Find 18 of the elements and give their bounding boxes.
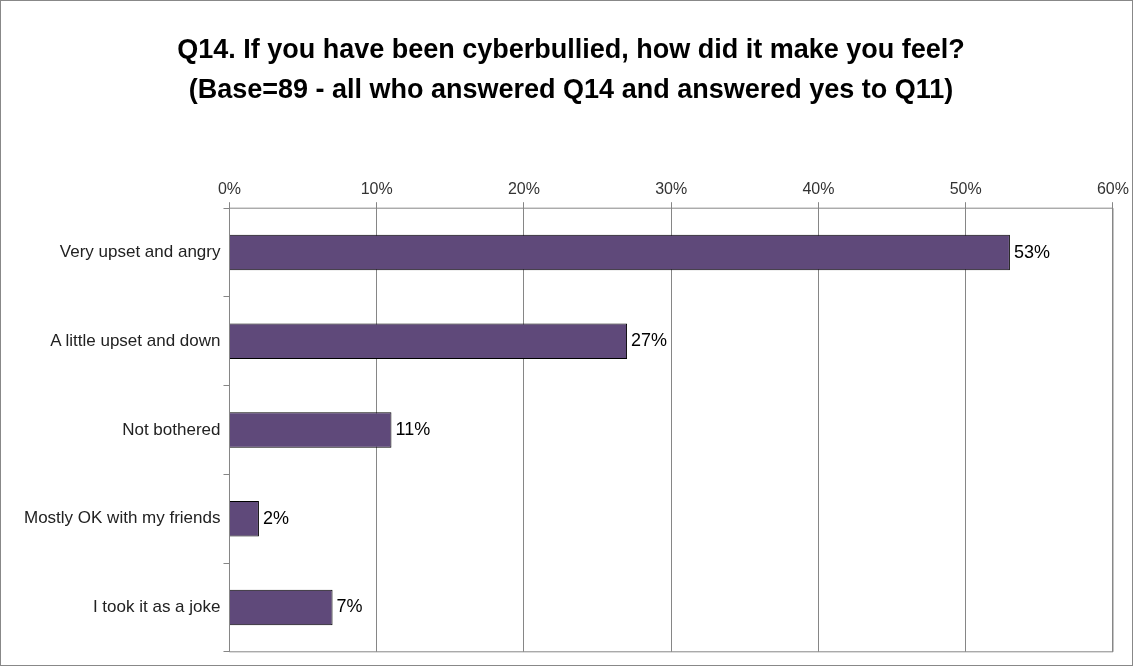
y-tick-label: Mostly OK with my friends [23,508,221,528]
y-tick-label: Very upset and angry [59,242,221,262]
data-label: 7% [336,596,363,617]
chart-title: Q14. If you have been cyberbullied, how did it make you feel? (Base=89 - all who answered Q14 and answered yes to Q11) [176,33,966,106]
x-tick-label: 10% [360,180,393,198]
y-tick-label: Not bothered [122,419,221,439]
x-tick-label: 30% [655,180,688,198]
x-tick-label: 50% [949,180,982,198]
x-tick-label: 20% [507,180,540,198]
x-tick-label: 0% [217,180,242,198]
x-tick-label: 40% [802,180,835,198]
data-label: 11% [395,418,431,439]
data-label: 2% [262,507,289,528]
data-label: 27% [631,330,668,351]
y-tick-label: A little upset and down [50,330,221,350]
x-tick-label: 60% [1096,180,1129,198]
data-label: 53% [1013,241,1050,262]
y-tick-label: I took it as a joke [92,597,221,617]
